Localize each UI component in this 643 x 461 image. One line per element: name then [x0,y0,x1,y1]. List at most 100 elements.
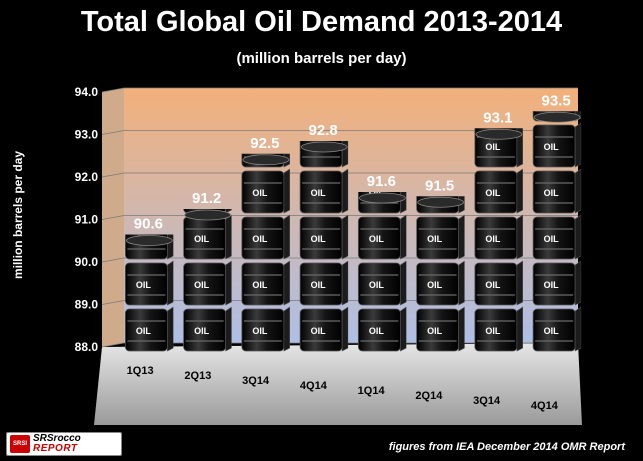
barrel-label: OIL [544,234,560,244]
grid-line-side [101,300,125,305]
barrel-side [574,214,582,260]
grid-line-side [101,342,125,348]
barrel-side [283,260,290,306]
barrel-side [341,214,349,260]
x-tick-label: 4Q14 [300,380,328,392]
barrel-side [400,260,407,306]
barrel-label: OIL [485,188,501,198]
barrel-side [225,214,232,260]
barrel-side [575,31,581,75]
barrel-label: OIL [427,234,443,244]
barrel-side [167,260,174,306]
barrel-label: OIL [544,188,560,198]
chart-title: Total Global Oil Demand 2013-2014 [80,6,563,38]
logo-seal-icon: SRSI [10,435,30,453]
barrel-side [341,168,349,214]
logo-line-2: REPORT [33,443,78,454]
barrel-side [341,260,349,306]
barrel-label: OIL [369,234,385,244]
barrel [533,33,575,75]
data-label: 90.6 [134,216,163,233]
barrel-label: OIL [427,326,443,336]
barrel-side [574,168,582,214]
barrel-side [458,260,465,306]
barrel-side [458,306,465,352]
chart-floor [94,343,582,425]
barrel-label: OIL [194,234,210,244]
data-label: 92.5 [250,135,279,152]
barrel-label: OIL [311,326,327,336]
barrel-label: OIL [311,234,327,244]
barrel-label: OIL [252,280,268,290]
barrel-label: OIL [485,234,501,244]
barrel-label: OIL [311,188,327,198]
barrel-label: OIL [369,326,385,336]
barrel-side [225,306,232,352]
barrel-label: OIL [194,326,210,336]
x-tick-label: 2Q14 [415,390,443,402]
barrel-lid [358,192,406,204]
barrel-label: OIL [194,280,210,290]
barrel-label: OIL [427,280,443,290]
data-label: 91.2 [192,190,221,207]
barrel-side [400,306,407,352]
barrel-label: OIL [252,188,268,198]
barrel-lid [533,111,581,123]
barrel-lid [475,128,523,140]
barrel-label: OIL [252,234,268,244]
barrel-label: OIL [252,326,268,336]
barrel-lid [125,235,173,246]
barrel-side [516,214,523,260]
barrel-lid [300,141,348,153]
barrel-side [516,260,523,306]
grid-line-side [101,130,125,135]
grid-line-side [101,257,125,263]
y-tick-label: 89.0 [75,298,99,312]
barrel-label: OIL [485,280,501,290]
chart-subtitle: (million barrels per day) [236,50,407,67]
barrel-label: OIL [311,280,327,290]
x-tick-label: 3Q14 [473,395,501,407]
source-note: figures from IEA December 2014 OMR Repor… [388,441,625,453]
barrel-label: OIL [544,142,560,152]
barrel-label: OIL [369,280,385,290]
barrel-side [574,260,582,306]
logo-line-1: SRSrocco [33,433,81,444]
grid-line-side [101,172,125,178]
data-label: 91.6 [367,173,396,190]
barrel-side [458,214,465,260]
barrel-side [341,306,349,352]
y-tick-label: 90.0 [75,255,99,269]
barrel-label: OIL [544,326,560,336]
barrel-side [516,168,523,214]
barrel-side [516,128,523,168]
srsrocco-logo: SRSI SRSrocco REPORT [6,432,122,456]
grid-line-side [101,215,125,220]
barrel-label: OIL [136,326,152,336]
barrel-label: OIL [136,280,152,290]
x-tick-label: 3Q14 [242,375,270,387]
x-tick-label: 4Q14 [531,400,559,412]
y-tick-label: 94.0 [75,85,99,99]
grid-line-side [101,87,125,93]
y-axis-label: million barrels per day [11,150,25,280]
data-label: 93.5 [542,92,571,109]
y-tick-label: 92.0 [75,170,99,184]
barrel-label: OIL [485,326,501,336]
barrel-label: OIL [544,50,560,60]
barrel-lid [417,196,465,208]
barrel-label: OIL [544,280,560,290]
barrel-side [283,214,290,260]
barrel-side [516,306,523,352]
barrel-side [574,306,582,352]
barrel-lid [184,209,232,221]
